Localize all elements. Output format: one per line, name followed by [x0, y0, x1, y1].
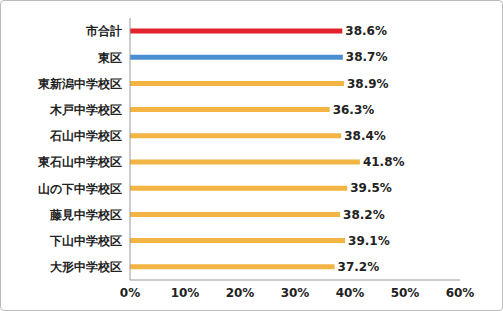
svg-text:東石山中学校区: 東石山中学校区 — [37, 155, 122, 169]
svg-text:山の下中学校区: 山の下中学校区 — [38, 182, 122, 196]
svg-text:木戸中学校区: 木戸中学校区 — [49, 103, 122, 117]
svg-text:市合計: 市合計 — [85, 24, 122, 38]
svg-text:41.8%: 41.8% — [363, 155, 405, 169]
svg-text:東区: 東区 — [97, 51, 122, 65]
svg-text:38.9%: 38.9% — [347, 77, 389, 91]
svg-text:下山中学校区: 下山中学校区 — [49, 234, 122, 248]
svg-text:39.1%: 39.1% — [348, 234, 390, 248]
svg-text:38.2%: 38.2% — [343, 208, 385, 222]
svg-text:大形中学校区: 大形中学校区 — [50, 260, 122, 274]
svg-text:36.3%: 36.3% — [333, 103, 375, 117]
svg-text:20%: 20% — [226, 286, 255, 300]
svg-text:石山中学校区: 石山中学校区 — [49, 129, 122, 143]
svg-text:10%: 10% — [171, 286, 200, 300]
svg-text:藤見中学校区: 藤見中学校区 — [49, 208, 122, 222]
svg-text:0%: 0% — [120, 286, 140, 300]
svg-text:50%: 50% — [391, 286, 420, 300]
svg-text:38.7%: 38.7% — [346, 50, 388, 64]
svg-text:30%: 30% — [281, 286, 310, 300]
svg-text:37.2%: 37.2% — [338, 260, 380, 274]
svg-text:38.4%: 38.4% — [344, 129, 386, 143]
svg-text:60%: 60% — [446, 286, 475, 300]
svg-text:東新潟中学校区: 東新潟中学校区 — [37, 77, 122, 91]
svg-text:38.6%: 38.6% — [345, 24, 387, 38]
svg-text:40%: 40% — [336, 286, 365, 300]
svg-text:39.5%: 39.5% — [350, 181, 392, 195]
